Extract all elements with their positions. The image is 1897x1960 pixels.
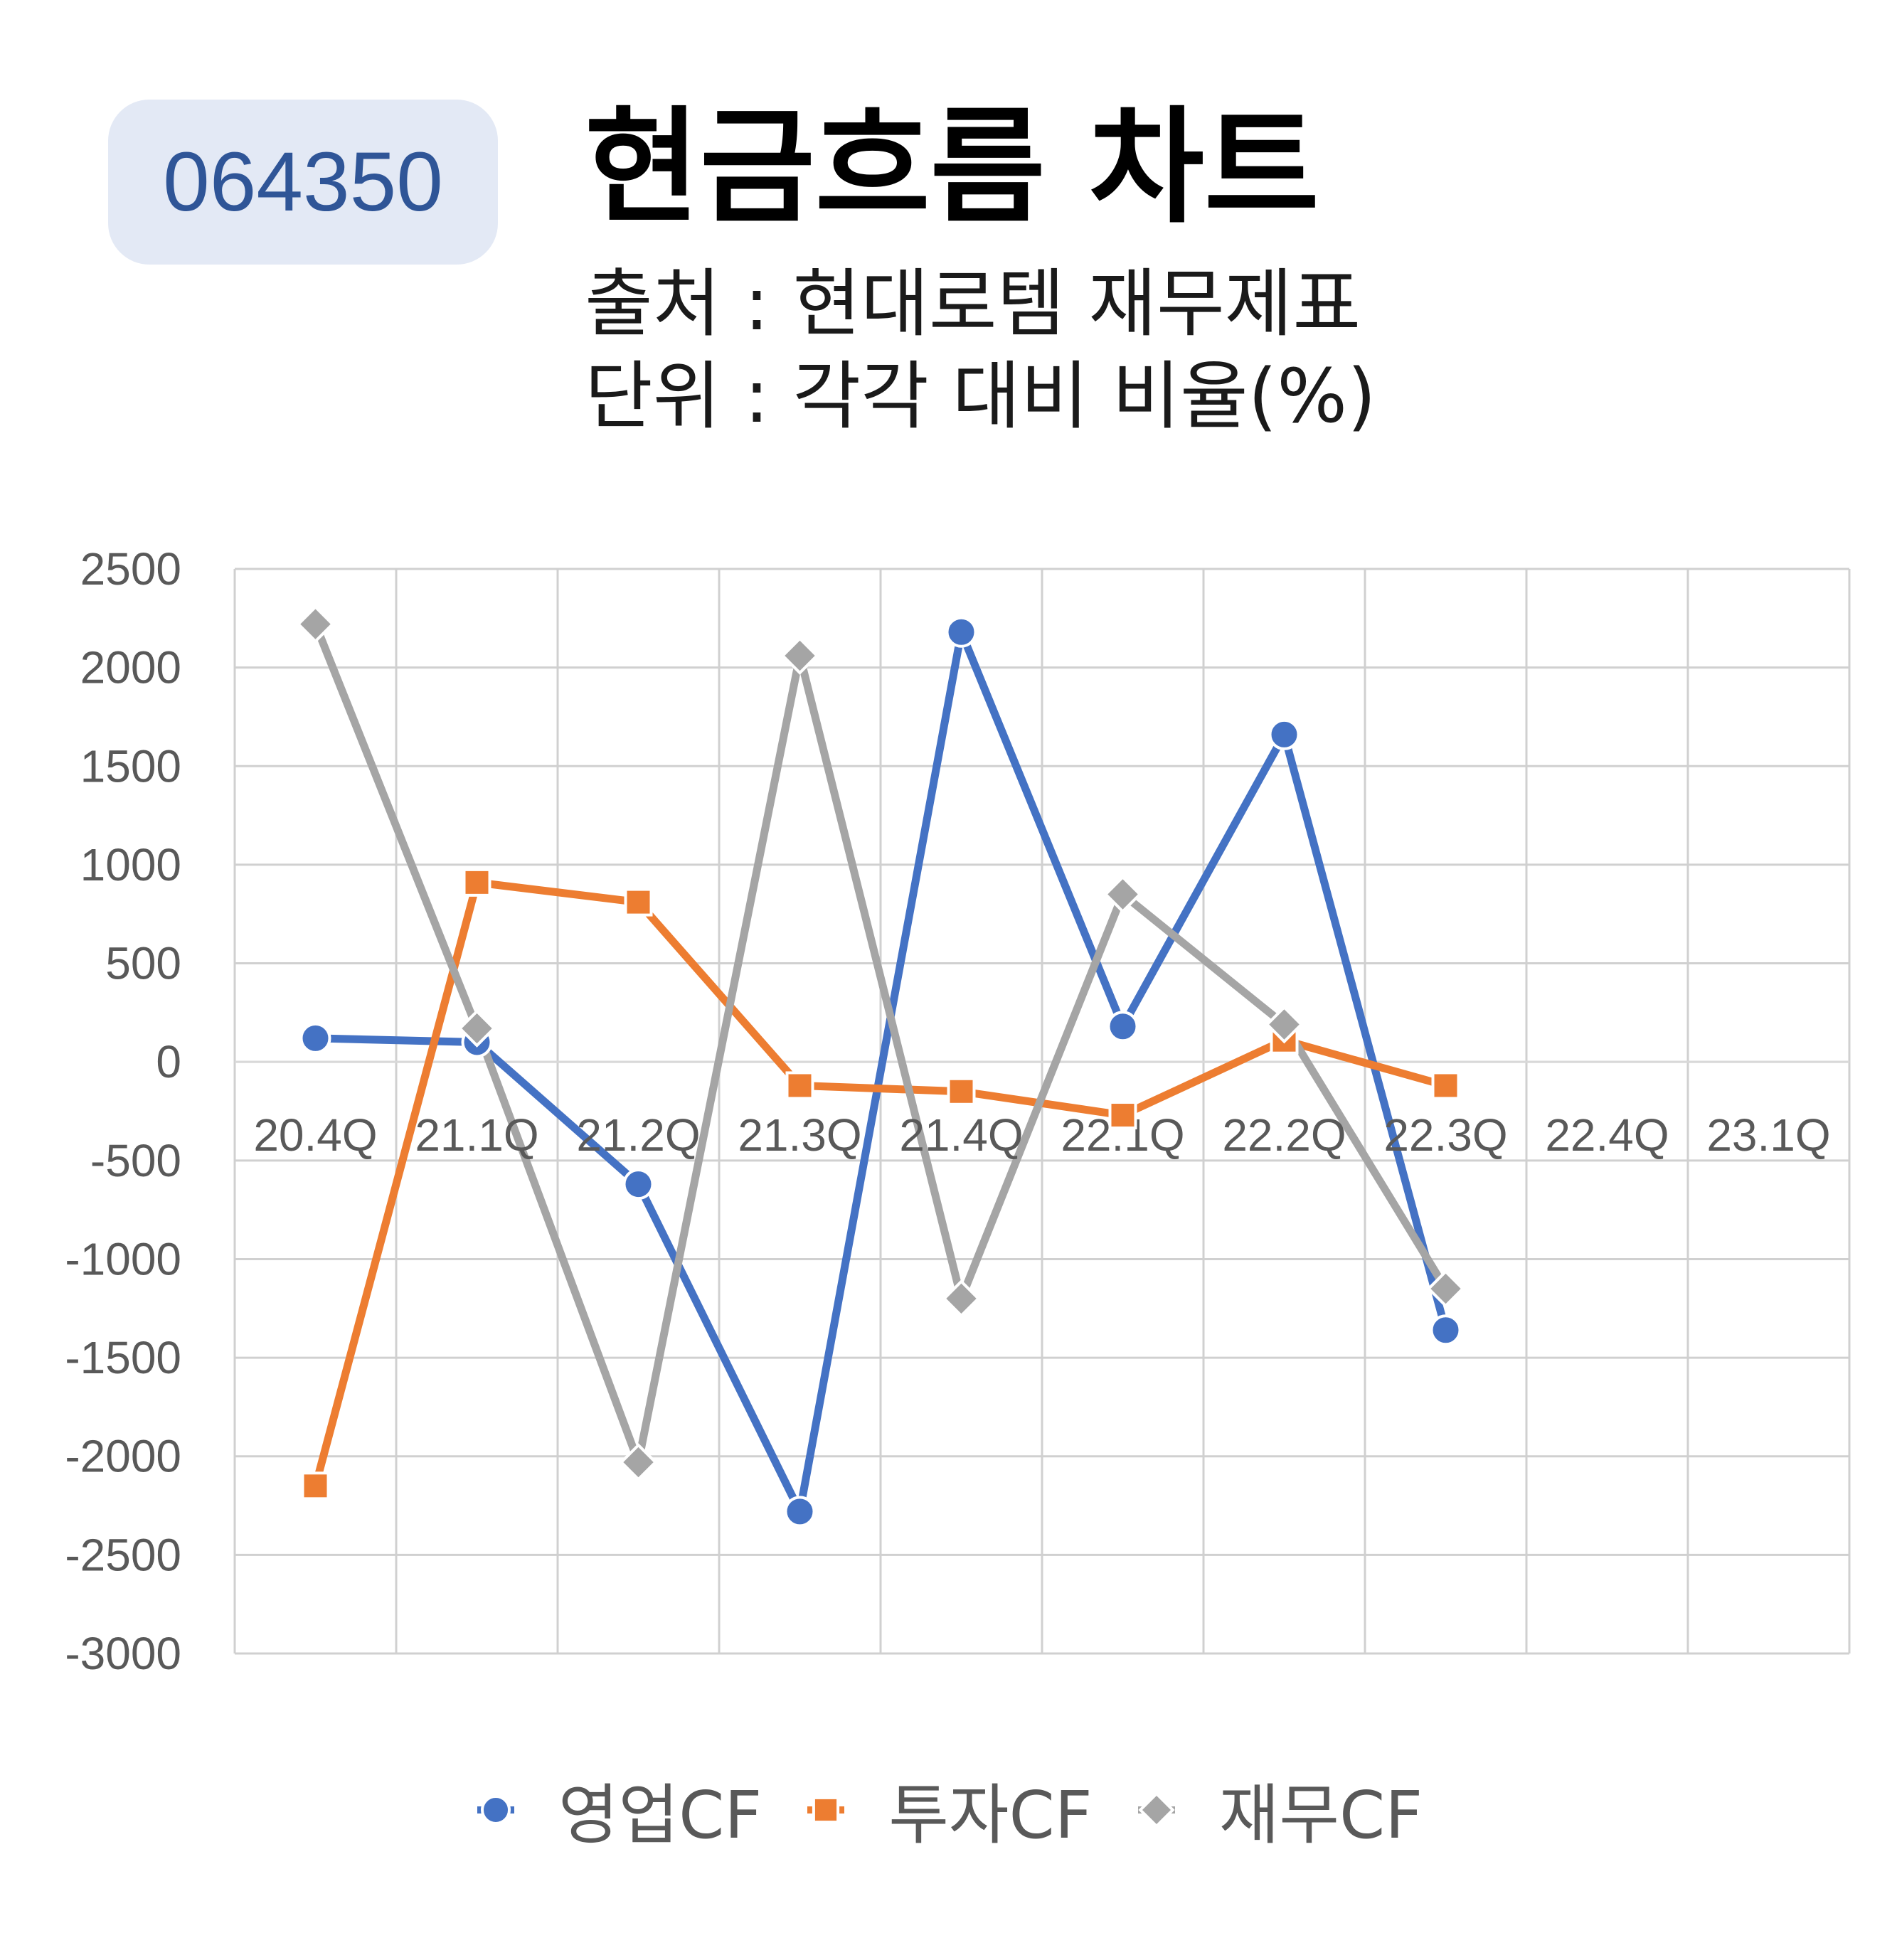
data-point	[624, 888, 653, 917]
data-point	[1107, 1011, 1139, 1043]
y-tick-label: 0	[156, 1036, 181, 1087]
legend: 영업CF 투자CF 재무CF	[0, 1762, 1897, 1857]
legend-label: 재무CF	[1218, 1777, 1423, 1853]
data-point	[1426, 1269, 1465, 1308]
series-line	[312, 628, 1450, 1516]
legend-item: 투자CF	[804, 1762, 1093, 1857]
x-tick-label: 23.1Q	[1706, 1109, 1830, 1161]
series-line	[312, 620, 1450, 1466]
data-point	[1138, 1791, 1175, 1828]
x-tick-label: 20.4Q	[253, 1109, 377, 1161]
data-point	[296, 604, 335, 644]
y-tick-label: 1500	[80, 740, 181, 792]
data-point	[619, 1443, 658, 1481]
legend-item: 영업CF	[474, 1762, 762, 1857]
legend-marker	[1137, 1791, 1175, 1828]
y-axis-labels: 2500 2000 1500 1000 500 0 -500 -1000 -1500 -2000 -…	[65, 543, 181, 1679]
series-lines	[312, 620, 1450, 1516]
data-point	[299, 1022, 331, 1054]
stock-code: 064350	[163, 135, 443, 229]
data-point	[780, 637, 819, 675]
data-point	[942, 1279, 981, 1318]
data-point	[1108, 1101, 1137, 1130]
x-tick-label: 22.3Q	[1383, 1109, 1507, 1161]
data-point	[1265, 1005, 1304, 1044]
x-axis-labels: 20.4Q 21.1Q 21.2Q 21.3Q 21.4Q 22.1Q 22.2Q 22.3Q…	[253, 1109, 1830, 1161]
y-tick-label: 1000	[80, 839, 181, 890]
y-tick-label: -2500	[65, 1529, 181, 1580]
legend-marker	[807, 1796, 845, 1823]
data-point	[622, 1168, 654, 1200]
data-point	[1268, 718, 1300, 750]
y-tick-label: -500	[90, 1135, 181, 1186]
stock-code-badge: 064350	[108, 100, 498, 265]
data-point	[947, 1077, 976, 1106]
x-tick-label: 21.2Q	[576, 1109, 700, 1161]
data-point	[301, 1471, 330, 1501]
data-point	[784, 1496, 816, 1528]
legend-label: 영업CF	[558, 1777, 762, 1853]
legend-label: 투자CF	[888, 1777, 1093, 1853]
data-point	[785, 1071, 814, 1100]
x-tick-label: 21.3Q	[738, 1109, 861, 1161]
unit-line: 단위 : 각각 대비 비율(%)	[585, 353, 1376, 440]
x-tick-label: 22.4Q	[1545, 1109, 1669, 1161]
data-point	[1430, 1314, 1462, 1346]
y-tick-label: 2000	[80, 642, 181, 693]
y-tick-label: 2500	[80, 543, 181, 595]
data-point	[812, 1796, 840, 1823]
y-tick-label: -3000	[65, 1628, 181, 1679]
legend-item: 재무CF	[1135, 1762, 1423, 1857]
series-line	[312, 878, 1450, 1490]
data-point	[462, 868, 491, 897]
series-markers	[296, 604, 1465, 1528]
data-point	[480, 1794, 511, 1825]
x-tick-label: 21.4Q	[899, 1109, 1023, 1161]
data-point	[457, 1009, 496, 1048]
y-tick-label: 500	[105, 938, 181, 989]
legend-marker	[477, 1794, 514, 1825]
source-line: 출처 : 현대로템 재무제표	[585, 260, 1361, 347]
y-tick-label: -1500	[65, 1332, 181, 1383]
data-point	[1431, 1071, 1460, 1100]
grid-lines	[233, 568, 1851, 1655]
y-tick-label: -2000	[65, 1431, 181, 1482]
data-point	[945, 616, 977, 648]
data-point	[1103, 875, 1142, 914]
chart-title: 현금흐름 차트	[585, 95, 1319, 240]
x-tick-label: 22.2Q	[1222, 1109, 1346, 1161]
x-tick-label: 21.1Q	[415, 1109, 538, 1161]
y-tick-label: -1000	[65, 1233, 181, 1284]
